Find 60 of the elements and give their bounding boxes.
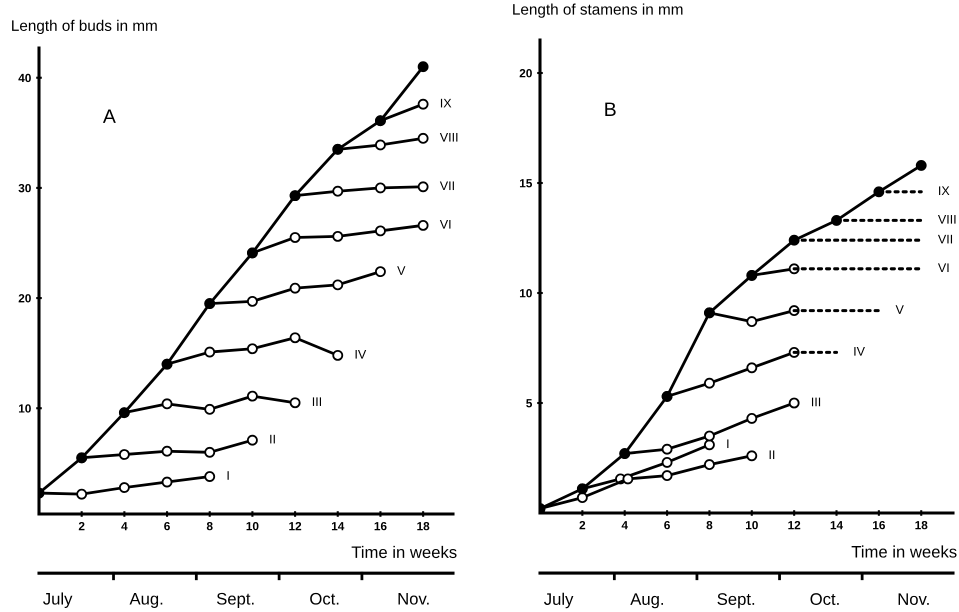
y-tick-label: 40 — [18, 74, 31, 82]
y-tick-label: 30 — [18, 184, 31, 192]
series-label: I — [727, 439, 728, 448]
annotation: B — [605, 102, 616, 116]
series-label: II — [270, 434, 275, 444]
x-tick-label: 4 — [622, 521, 628, 530]
x-tick-label: 12 — [788, 520, 800, 530]
text: Nov. — [898, 593, 929, 605]
x-tick-label: 14 — [830, 521, 844, 530]
x-tick-label: 16 — [873, 520, 886, 530]
series-label: IV — [356, 350, 366, 359]
text: Nov. — [398, 593, 429, 605]
y-axis-title: Length of buds in mm — [12, 20, 157, 34]
x-tick-label: 4 — [121, 522, 128, 530]
series-label: II — [770, 450, 774, 460]
x-tick-label: 10 — [246, 522, 258, 530]
series-label: IX — [939, 186, 950, 196]
series-label: VI — [440, 220, 450, 229]
series-label: VIII — [938, 215, 956, 224]
x-tick-label: 10 — [746, 520, 758, 530]
x-tick-label: 8 — [206, 522, 213, 530]
series-label: IV — [854, 347, 865, 356]
x-axis-title: Time in weeks — [352, 546, 457, 558]
x-tick-label: 6 — [664, 520, 670, 530]
x-tick-label: 18 — [417, 522, 430, 530]
text: Sept. — [717, 593, 754, 608]
series-label: VII — [440, 181, 454, 190]
y-tick-label: 20 — [520, 69, 532, 78]
annotation: A — [102, 110, 116, 123]
text: Oct. — [810, 593, 839, 605]
y-tick-label: 10 — [520, 289, 532, 298]
text: July — [43, 592, 72, 608]
x-tick-label: 16 — [374, 522, 387, 530]
series-label: V — [397, 266, 406, 275]
text: Oct. — [310, 592, 338, 605]
x-tick-label: 12 — [289, 522, 302, 530]
text: Aug. — [630, 593, 663, 608]
series-label: V — [896, 305, 904, 314]
series-label: I — [228, 471, 229, 480]
y-tick-label: 5 — [526, 399, 532, 408]
y-tick-label: 15 — [520, 179, 532, 188]
x-tick-label: 2 — [579, 520, 586, 530]
x-tick-label: 6 — [164, 522, 170, 530]
y-tick-label: 20 — [18, 294, 31, 302]
series-label: III — [312, 397, 322, 406]
y-tick-label: 10 — [18, 404, 31, 413]
x-tick-label: 8 — [706, 520, 712, 530]
series-label: VII — [938, 234, 952, 244]
text: Sept. — [216, 592, 254, 608]
x-tick-label: 2 — [78, 522, 84, 530]
series-label: IX — [440, 98, 452, 108]
x-tick-label: 18 — [915, 520, 928, 530]
text: Aug. — [130, 593, 162, 608]
x-axis-title: Time in weeks — [852, 545, 957, 558]
series-label: VI — [938, 263, 949, 272]
series-label: III — [812, 398, 820, 406]
x-tick-label: 14 — [332, 522, 344, 530]
text: July — [544, 592, 574, 608]
series-label: VIII — [440, 132, 458, 142]
y-axis-title: Length of stamens in mm — [513, 4, 682, 18]
